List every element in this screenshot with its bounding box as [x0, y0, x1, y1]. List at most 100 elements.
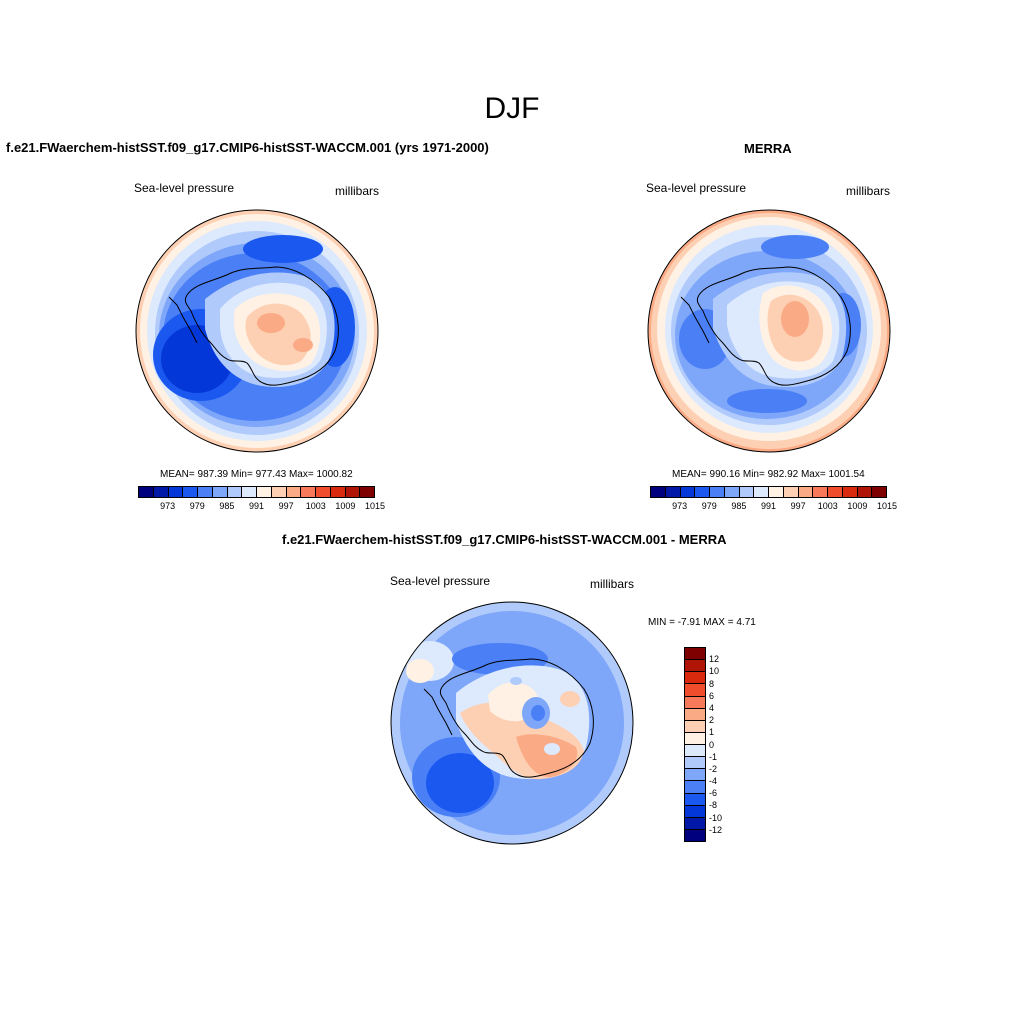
panel-2-colorbar-tick-label: 991 [760, 501, 777, 511]
panel-3-colorbar-tick-label: 1 [709, 727, 715, 738]
panel-2-colorbar-tick-label: 985 [731, 501, 747, 511]
panel-1-units-label: millibars [335, 184, 380, 198]
panel-3-title: f.e21.FWaerchem-histSST.f09_g17.CMIP6-hi… [282, 532, 727, 547]
panel-1-colorbar-swatch-1 [153, 487, 169, 497]
panel-2-colorbar-swatch-8 [769, 487, 784, 497]
panel-1-colorbar-tick-label: 991 [248, 501, 265, 511]
panel-3-colorbar-swatch-9 [685, 757, 705, 770]
panel-3-colorbar-tick-label: -6 [709, 788, 718, 799]
panel-2-colorbar-swatch-2 [680, 487, 696, 497]
panel-3-variable-label: Sea-level pressure [390, 574, 491, 588]
panel-3-units-label: millibars [590, 577, 635, 591]
panel-2-colorbar-swatch-13 [842, 487, 858, 497]
panel-2-colorbar-tick-label: 1003 [817, 501, 838, 511]
panel-2-variable-label: Sea-level pressure [646, 181, 747, 195]
panel-3-colorbar-swatches [684, 647, 706, 842]
panel-2-colorbar-swatch-7 [754, 487, 769, 497]
panel-2-colorbar: 973 979 985 991 997 1003 1009 1015 [650, 486, 897, 512]
panel-1-colorbar-tick-label: 973 [160, 501, 176, 511]
panel-1-colorbar-swatch-9 [271, 487, 287, 497]
panel-2-units-label: millibars [846, 184, 891, 198]
panel-1-colorbar-swatches [138, 486, 375, 498]
panel-1-colorbar-swatch-7 [242, 487, 257, 497]
panel-1-colorbar-swatch-14 [345, 487, 361, 497]
panel-1-title: f.e21.FWaerchem-histSST.f09_g17.CMIP6-hi… [6, 140, 489, 155]
panel-3-polar-map [390, 601, 634, 845]
panel-2-colorbar-swatch-14 [857, 487, 873, 497]
panel-1-colorbar-swatch-8 [257, 487, 272, 497]
panel-2-colorbar-swatch-6 [739, 487, 755, 497]
panel-1-colorbar-swatch-11 [301, 487, 316, 497]
panel-1-stats: MEAN= 987.39 Min= 977.43 Max= 1000.82 [160, 469, 353, 480]
panel-3-colorbar-ticks: 12 10 8 6 4 2 1 0 -1 -2 -4 -6 -8 -10 -12 [709, 647, 739, 842]
panel-3-colorbar [684, 647, 706, 842]
panel-1-colorbar: 973 979 985 991 997 1003 1009 1015 [138, 486, 385, 512]
panel-3-colorbar-swatch-3 [685, 684, 705, 697]
panel-1-colorbar-swatch-10 [286, 487, 302, 497]
panel-1-colorbar-swatch-4 [198, 487, 213, 497]
panel-3-colorbar-swatch-4 [685, 696, 705, 709]
panel-1-colorbar-swatch-5 [212, 487, 228, 497]
panel-3-colorbar-swatch-8 [685, 745, 705, 758]
panel-1-colorbar-tick-label: 1015 [364, 501, 386, 511]
panel-3-colorbar-tick-label: 12 [709, 654, 720, 665]
panel-3-colorbar-tick-label: 0 [709, 739, 715, 750]
panel-2-colorbar-swatch-5 [724, 487, 740, 497]
panel-2-colorbar-swatch-10 [798, 487, 814, 497]
panel-1-colorbar-tick-label: 1009 [335, 501, 356, 511]
panel-2-colorbar-swatch-9 [783, 487, 799, 497]
panel-3-colorbar-tick-label: -2 [709, 763, 718, 774]
panel-3-stats: MIN = -7.91 MAX = 4.71 [648, 617, 756, 628]
panel-3-colorbar-swatch-15 [685, 829, 705, 841]
panel-3-colorbar-swatch-5 [685, 708, 705, 721]
panel-1-colorbar-swatch-12 [316, 487, 331, 497]
panel-2-colorbar-swatches [650, 486, 887, 498]
panel-2-polar-map [647, 209, 891, 453]
panel-3-colorbar-tick-label: -4 [709, 776, 718, 787]
panel-2-colorbar-swatch-4 [710, 487, 725, 497]
panel-1-variable-label: Sea-level pressure [134, 181, 235, 195]
panel-3-colorbar-swatch-1 [685, 660, 705, 673]
panel-2-colorbar-swatch-15 [872, 487, 886, 497]
panel-3-colorbar-tick-label: 10 [709, 666, 720, 677]
panel-1-colorbar-tick-label: 985 [219, 501, 235, 511]
panel-2-colorbar-tick-label: 1015 [876, 501, 898, 511]
panel-1-colorbar-swatch-6 [227, 487, 243, 497]
panel-3-colorbar-swatch-14 [685, 817, 705, 830]
panel-3-colorbar-tick-label: -10 [709, 812, 723, 823]
panel-3-colorbar-swatch-7 [685, 732, 705, 745]
panel-1-colorbar-tick-label: 979 [189, 501, 205, 511]
panel-3-colorbar-tick-label: 2 [709, 715, 715, 726]
panel-3-colorbar-swatch-13 [685, 805, 705, 818]
panel-3-colorbar-swatch-2 [685, 672, 705, 685]
main-title: DJF [484, 92, 540, 125]
panel-1-colorbar-swatch-13 [330, 487, 346, 497]
panel-2-stats: MEAN= 990.16 Min= 982.92 Max= 1001.54 [672, 469, 865, 480]
panel-2-colorbar-ticks: 973 979 985 991 997 1003 1009 1015 [650, 498, 897, 512]
panel-1-polar-map [135, 209, 379, 453]
panel-3-colorbar-swatch-0 [685, 648, 705, 661]
panel-1-colorbar-swatch-15 [360, 487, 374, 497]
panel-2-colorbar-swatch-12 [828, 487, 843, 497]
panel-1-colorbar-swatch-2 [168, 487, 184, 497]
panel-3-colorbar-tick-label: 4 [709, 702, 715, 713]
panel-3-colorbar-tick-label: 8 [709, 678, 715, 689]
panel-3-colorbar-tick-label: -1 [709, 751, 718, 762]
panel-1-colorbar-swatch-3 [183, 487, 198, 497]
panel-2-colorbar-tick-label: 997 [790, 501, 806, 511]
panel-3-colorbar-swatch-10 [685, 769, 705, 782]
panel-3-colorbar-swatch-6 [685, 720, 705, 733]
panel-2-colorbar-swatch-11 [813, 487, 828, 497]
panel-2-colorbar-swatch-3 [695, 487, 710, 497]
panel-3-contours [391, 602, 633, 844]
panel-3-colorbar-tick-label: -12 [709, 824, 723, 835]
panel-2-title: MERRA [744, 141, 792, 156]
panel-2-colorbar-tick-label: 973 [672, 501, 688, 511]
panel-2-colorbar-swatch-1 [665, 487, 681, 497]
panel-1-colorbar-tick-label: 1003 [305, 501, 326, 511]
panel-2-colorbar-tick-label: 1009 [847, 501, 868, 511]
panel-1-colorbar-swatch-0 [139, 487, 154, 497]
panel-1-colorbar-tick-label: 997 [278, 501, 294, 511]
panel-2-colorbar-swatch-0 [651, 487, 666, 497]
panel-3-colorbar-tick-label: -8 [709, 800, 718, 811]
